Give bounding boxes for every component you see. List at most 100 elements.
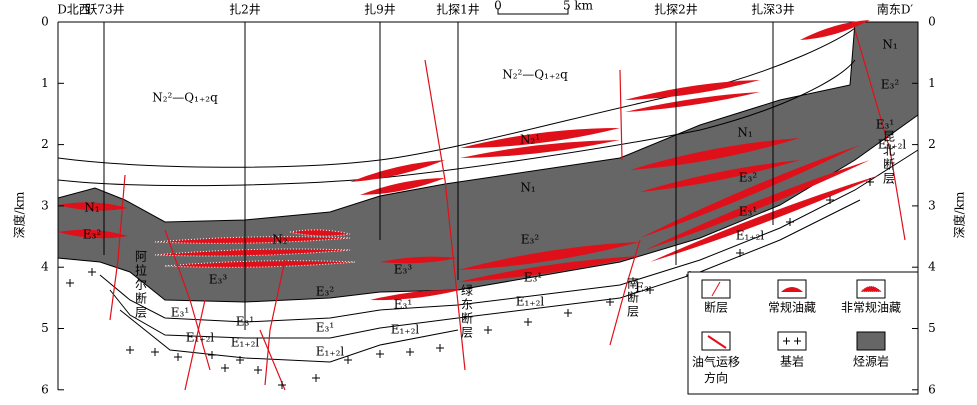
y-tick-label: 4 [41, 260, 49, 274]
reservoir [58, 229, 128, 239]
y-tick-label: 3 [41, 198, 49, 212]
formation-label: E₃³ [394, 263, 413, 277]
formation-label: E₃¹ [876, 118, 894, 132]
formation-label: E₃¹ [739, 205, 757, 219]
formation-label: E₁₊₂l [231, 336, 260, 350]
well-name: 扎探1井 [436, 3, 480, 17]
scale-label: 5 km [563, 0, 594, 13]
wells [103, 22, 774, 330]
formation-label: E₁₊₂l [316, 345, 345, 359]
y-tick-label: 0 [41, 15, 49, 29]
formation-label: N₁ [737, 126, 752, 140]
reservoirs [58, 20, 880, 301]
reservoir [630, 138, 800, 170]
formation-label: E₃² [83, 228, 102, 242]
y-tick-label: 6 [41, 382, 49, 396]
scale-label: 0 [494, 0, 502, 13]
basement-cross [524, 318, 532, 326]
y-tick-label: 5 [928, 321, 936, 335]
faults [109, 29, 906, 391]
y-tick-label: 5 [41, 321, 49, 335]
fault-label: 昆北断层 [882, 130, 896, 186]
well-name: 跃73井 [85, 3, 124, 17]
layer-line [57, 59, 856, 187]
basement-cross [606, 298, 614, 306]
formation-label: E₃¹ [316, 321, 334, 335]
scale-bar [497, 8, 569, 15]
basement-cross [484, 326, 492, 334]
formation-label: E₃² [881, 78, 900, 92]
basement-cross [312, 374, 320, 382]
reservoir [458, 242, 640, 270]
legend-label: 常规油藏 [768, 300, 816, 315]
formation-label: N₁ [520, 181, 535, 195]
basement-cross [564, 309, 572, 317]
reservoir [460, 140, 620, 158]
basement-cross [66, 279, 74, 287]
reservoir [350, 160, 445, 182]
formation-label: N₂¹ [520, 133, 540, 147]
reservoir [360, 178, 445, 195]
formation-label: E₃¹ [236, 315, 254, 329]
reservoir [640, 145, 860, 238]
unconventional-reservoir [289, 229, 351, 237]
basement-cross [646, 286, 654, 294]
y-tick-label: 1 [41, 76, 49, 90]
end-label: D北西 [57, 3, 91, 17]
basement-cross [826, 196, 834, 204]
y-tick-label: 2 [928, 137, 936, 151]
basement-cross [126, 346, 134, 354]
y-tick-label: 3 [928, 198, 936, 212]
legend-label: 非常规油藏 [841, 300, 901, 315]
axis-label: 深度/km [952, 191, 967, 238]
fault-label: 绿东断层 [460, 283, 474, 340]
y-tick-label: 2 [41, 137, 49, 151]
basement-cross [866, 178, 874, 186]
reservoir [645, 160, 870, 250]
basement-cross [151, 348, 159, 356]
formation-label: E₃² [521, 233, 540, 247]
formation-label: E₃¹ [394, 298, 412, 312]
formation-label: E₃³ [209, 273, 228, 287]
basement-cross [736, 249, 744, 257]
formation-label: E₃¹ [524, 271, 542, 285]
formation-label: E₃² [739, 171, 758, 185]
fault-label: 阿拉尔断层 [134, 250, 148, 320]
legend-label: 油气运移方向 [692, 354, 740, 385]
legend-label: 基岩 [780, 354, 804, 369]
formation-label: E₁₊₂l [186, 331, 215, 345]
unconventional-reservoir [154, 236, 351, 244]
reservoir [640, 160, 800, 192]
formation-label: E₁₊₂l [516, 295, 545, 309]
formation-label: N₁ [882, 38, 897, 52]
formation-label: N₂²—Q₁₊₂q [152, 91, 218, 105]
well-name: 扎深3井 [751, 3, 795, 17]
reservoir [370, 289, 460, 301]
basement-cross [236, 356, 244, 364]
y-tick-label: 6 [928, 382, 936, 396]
reservoir [380, 256, 458, 264]
layer-line [119, 309, 459, 363]
formation-label: E₃¹ [171, 306, 189, 320]
reservoir [650, 175, 880, 262]
legend-label: 断层 [704, 300, 728, 315]
basement-cross [436, 344, 444, 352]
reservoir [625, 92, 760, 112]
reservoir [625, 80, 760, 100]
formation-label: E₁₊₂l [878, 138, 907, 152]
basement-cross [344, 356, 352, 364]
reservoir [458, 256, 640, 282]
basement-cross [278, 381, 286, 389]
basement-cross [208, 351, 216, 359]
basement-cross [254, 366, 262, 374]
well-name: 扎探2井 [654, 3, 698, 17]
layer-line [109, 199, 861, 339]
y-tick-label: 1 [928, 76, 936, 90]
well-name: 扎2井 [229, 3, 261, 17]
basement-cross [174, 353, 182, 361]
y-tick-label: 0 [928, 15, 936, 29]
unconventional-reservoir [164, 260, 356, 268]
basement-cross [406, 348, 414, 356]
formation-label: N₂²—Q₁₊₂q [502, 68, 568, 82]
legend-label: 烃源岩 [853, 354, 889, 369]
